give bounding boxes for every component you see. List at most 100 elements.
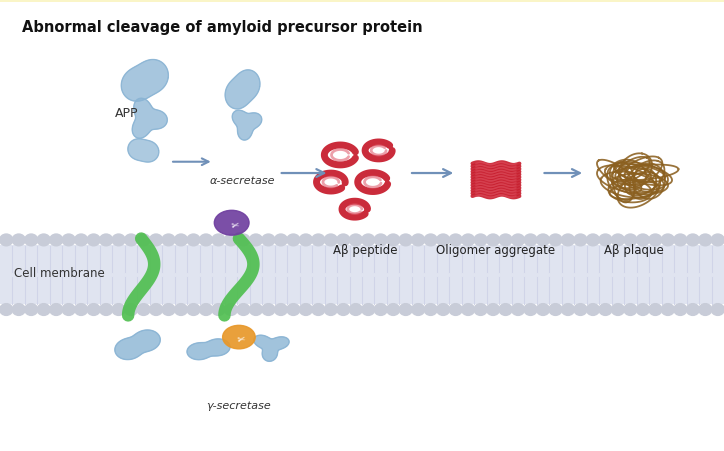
Ellipse shape — [524, 304, 537, 316]
Ellipse shape — [112, 304, 125, 316]
Ellipse shape — [62, 304, 75, 316]
Ellipse shape — [162, 235, 175, 246]
Ellipse shape — [649, 235, 662, 246]
Ellipse shape — [162, 304, 175, 316]
Ellipse shape — [674, 304, 687, 316]
Ellipse shape — [324, 304, 337, 316]
Text: Abnormal cleavage of amyloid precursor protein: Abnormal cleavage of amyloid precursor p… — [22, 20, 422, 35]
Ellipse shape — [150, 304, 163, 316]
Ellipse shape — [312, 235, 325, 246]
Ellipse shape — [624, 235, 637, 246]
Ellipse shape — [0, 304, 13, 316]
Ellipse shape — [462, 304, 475, 316]
Ellipse shape — [711, 235, 724, 246]
Ellipse shape — [299, 304, 312, 316]
Ellipse shape — [287, 304, 300, 316]
Ellipse shape — [549, 235, 562, 246]
Ellipse shape — [274, 304, 287, 316]
Ellipse shape — [174, 304, 188, 316]
Ellipse shape — [223, 326, 255, 349]
Ellipse shape — [487, 235, 500, 246]
Ellipse shape — [611, 235, 624, 246]
Ellipse shape — [711, 304, 724, 316]
Ellipse shape — [125, 235, 138, 246]
Ellipse shape — [199, 304, 212, 316]
Ellipse shape — [387, 235, 400, 246]
Ellipse shape — [462, 235, 475, 246]
Ellipse shape — [174, 235, 188, 246]
Ellipse shape — [199, 235, 212, 246]
Ellipse shape — [87, 235, 100, 246]
Ellipse shape — [212, 304, 225, 316]
Ellipse shape — [536, 235, 550, 246]
Ellipse shape — [337, 304, 350, 316]
Polygon shape — [187, 339, 230, 360]
Ellipse shape — [636, 304, 649, 316]
Ellipse shape — [249, 304, 262, 316]
Text: ✄: ✄ — [231, 220, 240, 230]
Ellipse shape — [25, 304, 38, 316]
Ellipse shape — [50, 235, 63, 246]
Ellipse shape — [561, 235, 574, 246]
Ellipse shape — [0, 235, 13, 246]
Ellipse shape — [374, 235, 387, 246]
Ellipse shape — [87, 304, 100, 316]
Ellipse shape — [12, 304, 25, 316]
Ellipse shape — [449, 235, 462, 246]
Polygon shape — [225, 71, 260, 110]
Ellipse shape — [424, 304, 437, 316]
Polygon shape — [121, 60, 169, 102]
Ellipse shape — [549, 304, 562, 316]
Ellipse shape — [599, 304, 612, 316]
Ellipse shape — [137, 235, 150, 246]
Ellipse shape — [499, 304, 512, 316]
Ellipse shape — [449, 304, 462, 316]
Ellipse shape — [487, 304, 500, 316]
Ellipse shape — [224, 304, 237, 316]
Ellipse shape — [474, 304, 487, 316]
Ellipse shape — [412, 235, 425, 246]
Ellipse shape — [249, 235, 262, 246]
Ellipse shape — [424, 235, 437, 246]
Text: Cell membrane: Cell membrane — [14, 267, 105, 279]
Ellipse shape — [287, 235, 300, 246]
Ellipse shape — [636, 235, 649, 246]
Ellipse shape — [512, 235, 525, 246]
Polygon shape — [115, 330, 160, 360]
Ellipse shape — [125, 304, 138, 316]
Ellipse shape — [499, 235, 512, 246]
Ellipse shape — [574, 235, 587, 246]
Polygon shape — [128, 139, 159, 163]
Text: Oligomer aggregate: Oligomer aggregate — [437, 244, 555, 257]
Ellipse shape — [674, 235, 687, 246]
Ellipse shape — [12, 235, 25, 246]
Ellipse shape — [212, 235, 225, 246]
Ellipse shape — [262, 235, 275, 246]
Ellipse shape — [474, 235, 487, 246]
Ellipse shape — [599, 235, 612, 246]
Ellipse shape — [362, 304, 375, 316]
Ellipse shape — [349, 304, 362, 316]
Ellipse shape — [75, 304, 88, 316]
Ellipse shape — [237, 235, 250, 246]
Ellipse shape — [112, 235, 125, 246]
Ellipse shape — [187, 235, 200, 246]
Ellipse shape — [137, 304, 150, 316]
Ellipse shape — [37, 304, 50, 316]
Ellipse shape — [349, 235, 362, 246]
Ellipse shape — [574, 304, 587, 316]
Ellipse shape — [561, 304, 574, 316]
Ellipse shape — [437, 304, 450, 316]
Ellipse shape — [100, 235, 113, 246]
Text: α-secretase: α-secretase — [210, 176, 275, 186]
Ellipse shape — [686, 304, 699, 316]
Ellipse shape — [324, 235, 337, 246]
Ellipse shape — [262, 304, 275, 316]
Ellipse shape — [224, 235, 237, 246]
Text: Aβ peptide: Aβ peptide — [333, 244, 398, 257]
Ellipse shape — [387, 304, 400, 316]
Ellipse shape — [312, 304, 325, 316]
Ellipse shape — [649, 304, 662, 316]
Ellipse shape — [399, 235, 412, 246]
Ellipse shape — [661, 235, 674, 246]
